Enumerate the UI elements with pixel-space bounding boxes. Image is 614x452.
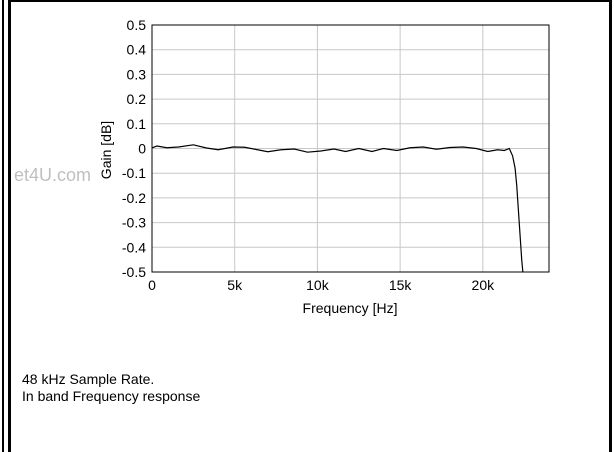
y-tick-label: 0 bbox=[138, 141, 146, 157]
y-tick-label: 0.4 bbox=[127, 42, 147, 58]
right-border bbox=[609, 0, 612, 452]
x-tick-label: 10k bbox=[306, 277, 330, 293]
y-tick-label: -0.4 bbox=[122, 239, 146, 255]
x-axis-label: Frequency [Hz] bbox=[303, 300, 398, 316]
gain-curve bbox=[151, 144, 524, 273]
x-tick-label: 5k bbox=[227, 277, 243, 293]
x-tick-label: 15k bbox=[389, 277, 413, 293]
y-tick-label: 0.5 bbox=[127, 17, 147, 33]
y-tick-label: -0.3 bbox=[122, 215, 146, 231]
x-tick-label: 0 bbox=[148, 277, 156, 293]
y-axis-label: Gain [dB] bbox=[98, 121, 114, 179]
y-tick-label: -0.1 bbox=[122, 165, 146, 181]
left-border-outer bbox=[2, 0, 4, 452]
caption-line-2: In band Frequency response bbox=[22, 388, 201, 404]
y-tick-label: -0.5 bbox=[122, 264, 146, 280]
x-tick-labels: 0 5k 10k 15k 20k bbox=[148, 277, 495, 293]
y-tick-label: 0.2 bbox=[127, 91, 147, 107]
caption: 48 kHz Sample Rate. In band Frequency re… bbox=[22, 371, 200, 405]
watermark-text: et4U.com bbox=[14, 165, 92, 185]
caption-line-1: 48 kHz Sample Rate. bbox=[22, 371, 155, 387]
top-border bbox=[8, 0, 612, 2]
y-tick-label: 0.1 bbox=[127, 116, 147, 132]
x-tick-label: 20k bbox=[472, 277, 496, 293]
y-tick-label: -0.2 bbox=[122, 190, 146, 206]
cut-off-title-fragment bbox=[330, 0, 360, 2]
plot-area bbox=[151, 24, 550, 273]
left-border-inner bbox=[8, 0, 11, 452]
y-tick-label: 0.3 bbox=[127, 66, 147, 82]
y-tick-labels: 0.5 0.4 0.3 0.2 0.1 0 -0.1 -0.2 -0.3 -0.4 -0.5 bbox=[122, 17, 146, 280]
